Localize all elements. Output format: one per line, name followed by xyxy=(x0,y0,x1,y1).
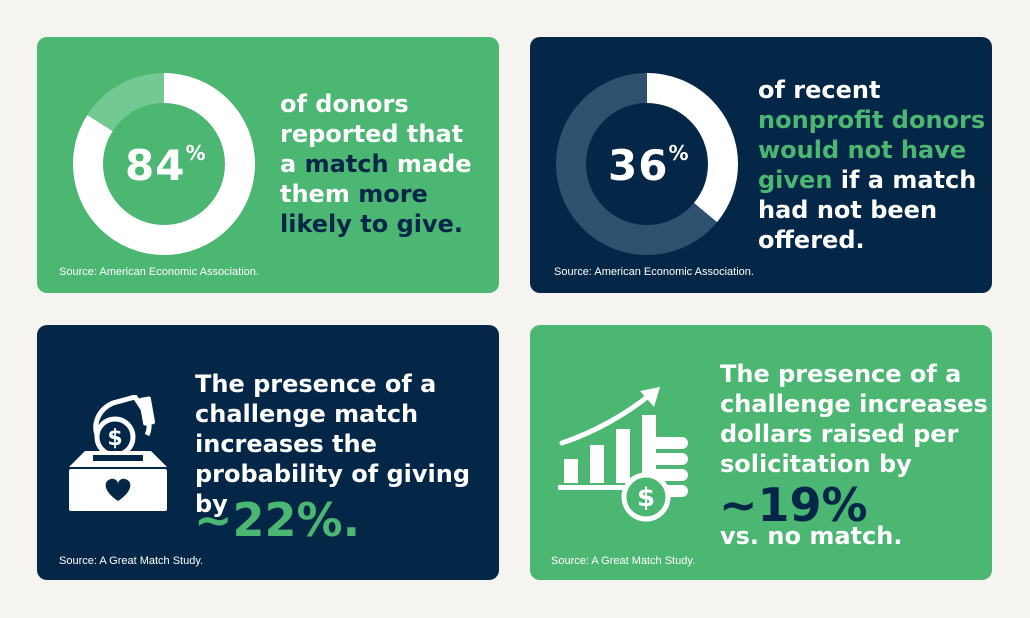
highlight-likely: likely to give. xyxy=(280,210,464,238)
stat-description: of donors reported that a match made the… xyxy=(280,89,472,239)
source-note: Source: American Economic Association. xyxy=(554,266,754,278)
text-line: vs. no match. xyxy=(720,522,903,550)
donut-value-arc xyxy=(73,73,255,255)
stat-card-19-percent: $ The presence of a challenge increases … xyxy=(530,325,992,580)
highlight-more: more xyxy=(358,180,428,208)
text-line: increases the xyxy=(195,430,377,458)
text-line: a match made xyxy=(280,150,472,178)
stat-description: of recent nonprofit donors would not hav… xyxy=(758,75,985,255)
stat-card-22-percent: $ The presence of a challenge match incr… xyxy=(37,325,499,580)
big-stat: ~19% xyxy=(719,478,868,532)
source-note: Source: American Economic Association. xyxy=(59,266,259,278)
text-line: them more xyxy=(280,180,428,208)
text-line: dollars raised per xyxy=(720,420,959,448)
highlight-line: would not have xyxy=(758,136,967,164)
text-line: given if a match xyxy=(758,166,977,194)
percent-sign: % xyxy=(185,141,207,165)
text-line: probability of giving by xyxy=(195,460,471,518)
percent-label: 84% xyxy=(125,143,207,187)
text-line: had not been xyxy=(758,196,938,224)
text-line: reported that xyxy=(280,120,464,148)
percent-value: 36 xyxy=(608,141,669,190)
donation-box-icon: $ xyxy=(69,395,167,511)
stat-card-36-percent: 36% of recent nonprofit donors would not… xyxy=(530,37,992,293)
percent-value: 84 xyxy=(125,141,186,190)
text-line: The presence of a xyxy=(720,360,962,388)
text-line: solicitation by xyxy=(720,450,912,478)
svg-text:$: $ xyxy=(637,483,655,513)
stat-card-84-percent: 84% of donors reported that a match made… xyxy=(37,37,499,293)
donut-value-arc xyxy=(556,73,738,255)
text-line: The presence of a xyxy=(195,370,437,398)
donut-chart-36 xyxy=(556,73,738,255)
highlight-match: match xyxy=(304,150,389,178)
percent-sign: % xyxy=(668,141,690,165)
svg-text:$: $ xyxy=(107,426,122,451)
growth-chart-coins-icon: $ xyxy=(558,387,688,522)
text-line: challenge match xyxy=(195,400,419,428)
stat-description: The presence of a challenge increases do… xyxy=(720,359,988,479)
text-line: of recent xyxy=(758,76,881,104)
source-note: Source: A Great Match Study. xyxy=(59,555,204,567)
big-stat: ~22%. xyxy=(194,493,361,547)
stat-description: The presence of a challenge match increa… xyxy=(195,369,499,519)
highlight-line: nonprofit donors xyxy=(758,106,986,134)
text-line: challenge increases xyxy=(720,390,988,418)
percent-label: 36% xyxy=(608,143,690,187)
source-note: Source: A Great Match Study. xyxy=(551,555,696,567)
donut-chart-84 xyxy=(73,73,255,255)
text-line: offered. xyxy=(758,226,865,254)
text-line: of donors xyxy=(280,90,409,118)
